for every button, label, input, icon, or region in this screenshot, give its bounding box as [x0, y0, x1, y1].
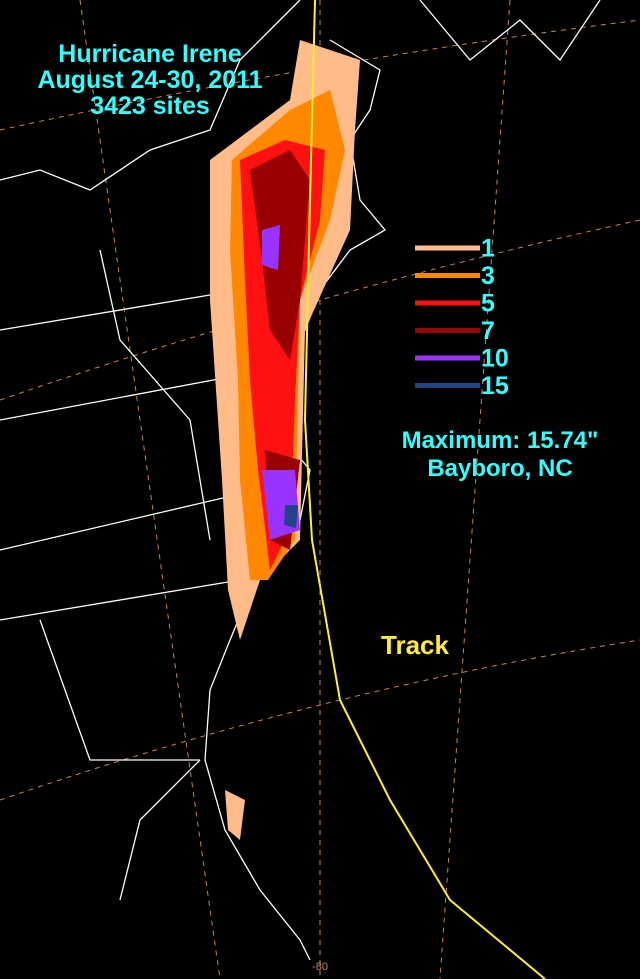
legend-label: 15 [481, 372, 509, 400]
track-label: Track [381, 630, 449, 660]
title: Hurricane Irene [58, 40, 242, 68]
legend-label: 3 [481, 262, 495, 290]
longitude-label: -80 [312, 961, 328, 973]
rainfall [210, 40, 360, 840]
title: 3423 sites [90, 92, 210, 120]
legend-label: 10 [481, 345, 509, 373]
legend-label: 7 [481, 317, 495, 345]
storm-track [303, 0, 546, 979]
maximum-location: Bayboro, NC [427, 455, 572, 482]
legend-label: 1 [481, 235, 495, 263]
legend-label: 5 [481, 290, 495, 318]
title: August 24-30, 2011 [37, 66, 262, 94]
maximum: Maximum: 15.74" [402, 427, 599, 454]
